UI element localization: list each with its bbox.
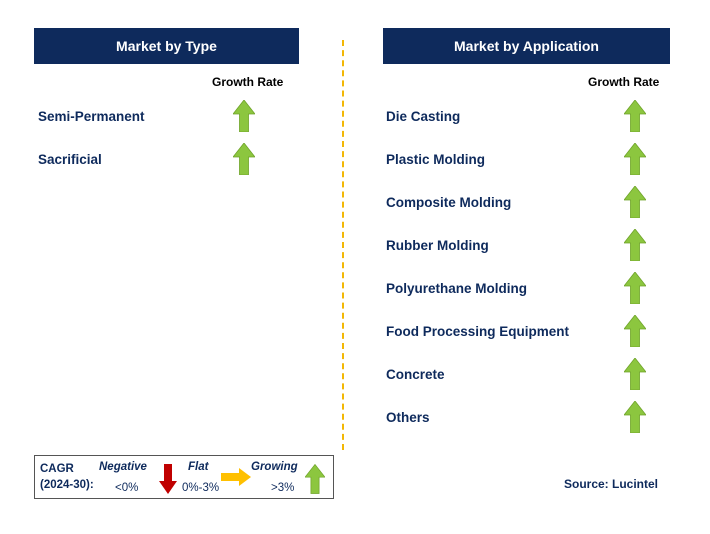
right-item-label: Rubber Molding [386,238,489,253]
legend-flat-label: Flat [188,461,209,473]
left-panel-title: Market by Type [34,28,299,64]
up-arrow-icon [624,401,646,433]
legend-negative-label: Negative [99,461,147,473]
right-arrow-icon [221,468,251,486]
right-item-label: Food Processing Equipment [386,324,570,339]
right-item-label: Plastic Molding [386,152,486,167]
left-item-label: Semi-Permanent [38,109,145,124]
legend-negative-range: <0% [115,482,139,494]
up-arrow-icon [624,229,646,261]
right-item-label: Others [386,410,430,425]
up-arrow-icon [624,272,646,304]
left-item-label: Sacrificial [38,152,102,167]
down-arrow-icon [159,464,177,494]
up-arrow-icon [624,143,646,175]
up-arrow-icon [624,100,646,132]
up-arrow-icon [233,100,255,132]
source-note: Source: Lucintel [563,477,658,491]
up-arrow-icon [624,315,646,347]
panel-divider [342,40,344,450]
left-growth-rate-header: Growth Rate [212,75,284,89]
right-item-label: Polyurethane Molding [386,281,528,296]
up-arrow-icon [233,143,255,175]
cagr-legend: CAGR (2024-30): Negative <0% Flat 0%-3% … [34,455,334,499]
legend-growing-label: Growing [251,461,298,473]
legend-growing-range: >3% [271,482,295,494]
up-arrow-icon [624,186,646,218]
right-panel-title: Market by Application [383,28,670,64]
legend-period: (2024-30): [40,479,94,491]
right-item-label: Composite Molding [386,195,512,210]
right-growth-rate-header: Growth Rate [588,75,660,89]
right-item-label: Concrete [386,367,445,382]
legend-cagr-label: CAGR [40,463,74,475]
up-arrow-icon [305,464,325,494]
up-arrow-icon [624,358,646,390]
legend-flat-range: 0%-3% [182,482,220,494]
right-item-label: Die Casting [386,109,461,124]
